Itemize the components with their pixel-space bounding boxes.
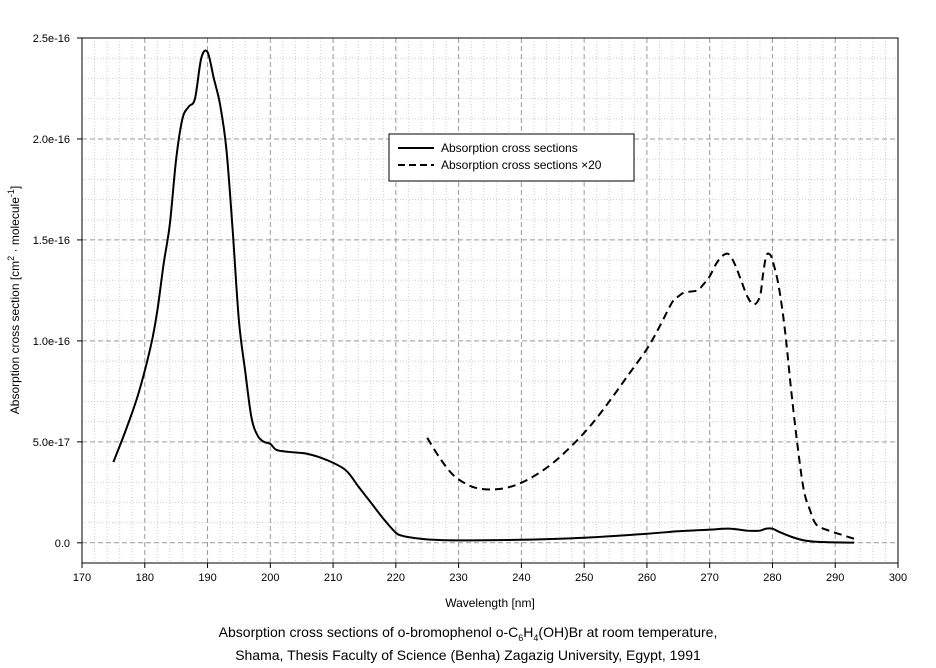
legend-entry-solid: Absorption cross sections [441,141,578,155]
x-tick-label: 210 [324,572,342,584]
caption-line-2: Shama, Thesis Faculty of Science (Benha)… [235,647,701,663]
x-tick-label: 240 [512,572,530,584]
chart: 170 180 190 200 210 220 230 240 250 260 270 280 290 3… [6,33,907,610]
y-tick-label: 2.0e-16 [33,134,70,146]
y-tick-label: 5.0e-17 [33,437,70,449]
x-tick-label: 280 [763,572,781,584]
x-tick-label: 180 [136,572,154,584]
x-tick-label: 260 [638,572,656,584]
x-axis-ticks: 170 180 190 200 210 220 230 240 250 260 270 280 290 3… [73,563,907,584]
x-tick-label: 300 [889,572,907,584]
x-tick-label: 190 [198,572,216,584]
x-tick-label: 170 [73,572,91,584]
x-tick-label: 220 [387,572,405,584]
series-layer [112,49,855,544]
plot-border [81,37,899,564]
x-tick-label: 250 [575,572,593,584]
legend-entry-dashed: Absorption cross sections ×20 [441,158,602,172]
y-axis-label: Absorption cross section [cm2 · molecule… [6,186,22,414]
series-line-dashed [426,252,855,540]
y-axis-ticks: 0.0 5.0e-17 1.0e-16 1.5e-16 2.0e-16 2.5e-16 [33,33,82,550]
x-tick-label: 290 [826,572,844,584]
series-line-solid [112,49,855,544]
caption-line-1: Absorption cross sections of o-bromophen… [218,624,718,643]
x-tick-label: 200 [261,572,279,584]
y-tick-label: 1.0e-16 [33,336,70,348]
x-tick-label: 230 [449,572,467,584]
x-tick-label: 270 [701,572,719,584]
y-tick-label: 1.5e-16 [33,235,70,247]
legend-box [388,133,635,182]
y-tick-label: 0.0 [55,538,70,550]
legend: Absorption cross sections Absorption cro… [388,133,635,182]
y-tick-label: 2.5e-16 [33,33,70,45]
x-axis-label: Wavelength [nm] [445,596,535,610]
